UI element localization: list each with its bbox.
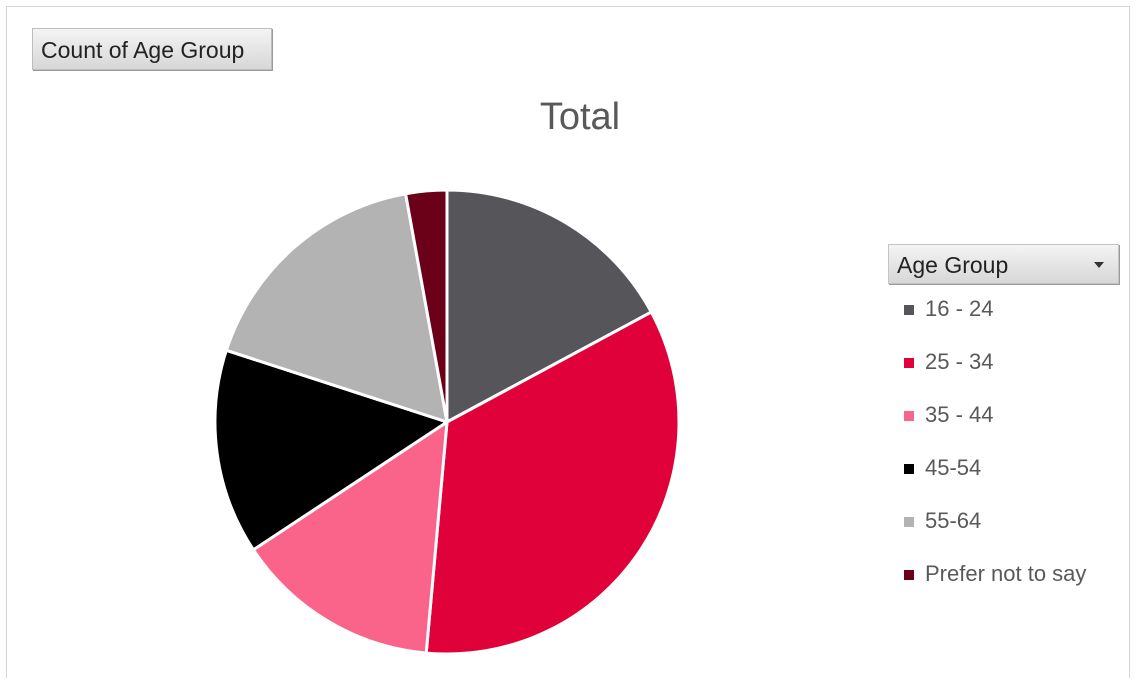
legend-item: Prefer not to say: [904, 561, 1086, 614]
pie-slice-5[interactable]: [404, 188, 449, 424]
pie-slice-2[interactable]: [251, 420, 449, 655]
legend-item: 16 - 24: [904, 296, 1086, 349]
chart-legend: 16 - 24 25 - 34 35 - 44 45-54 55-64 Prefer no…: [904, 296, 1086, 614]
legend-header-label: Age Group: [897, 252, 1009, 278]
legend-swatch: [904, 305, 914, 315]
legend-swatch: [904, 358, 914, 368]
legend-label: 25 - 34: [925, 349, 994, 374]
legend-swatch: [904, 517, 914, 527]
legend-item: 35 - 44: [904, 402, 1086, 455]
pie-slice-4[interactable]: [224, 192, 449, 424]
legend-item: 45-54: [904, 455, 1086, 508]
legend-label: 35 - 44: [925, 402, 994, 427]
value-field-button[interactable]: Count of Age Group: [32, 28, 272, 70]
legend-label: 16 - 24: [925, 296, 994, 321]
legend-item: 25 - 34: [904, 349, 1086, 402]
chart-title: Total: [539, 96, 621, 138]
pie-slice-3[interactable]: [213, 348, 449, 552]
dropdown-arrow-icon: [1094, 262, 1104, 268]
pie-slice-0[interactable]: [445, 188, 653, 424]
legend-label: 55-64: [925, 508, 982, 533]
legend-item: 55-64: [904, 508, 1086, 561]
legend-label: 45-54: [925, 455, 982, 480]
legend-swatch: [904, 570, 914, 580]
legend-label: Prefer not to say: [925, 561, 1087, 586]
legend-swatch: [904, 464, 914, 474]
legend-swatch: [904, 411, 914, 421]
pie-slice-1[interactable]: [424, 310, 681, 656]
age-group-filter-button[interactable]: Age Group: [888, 244, 1119, 284]
